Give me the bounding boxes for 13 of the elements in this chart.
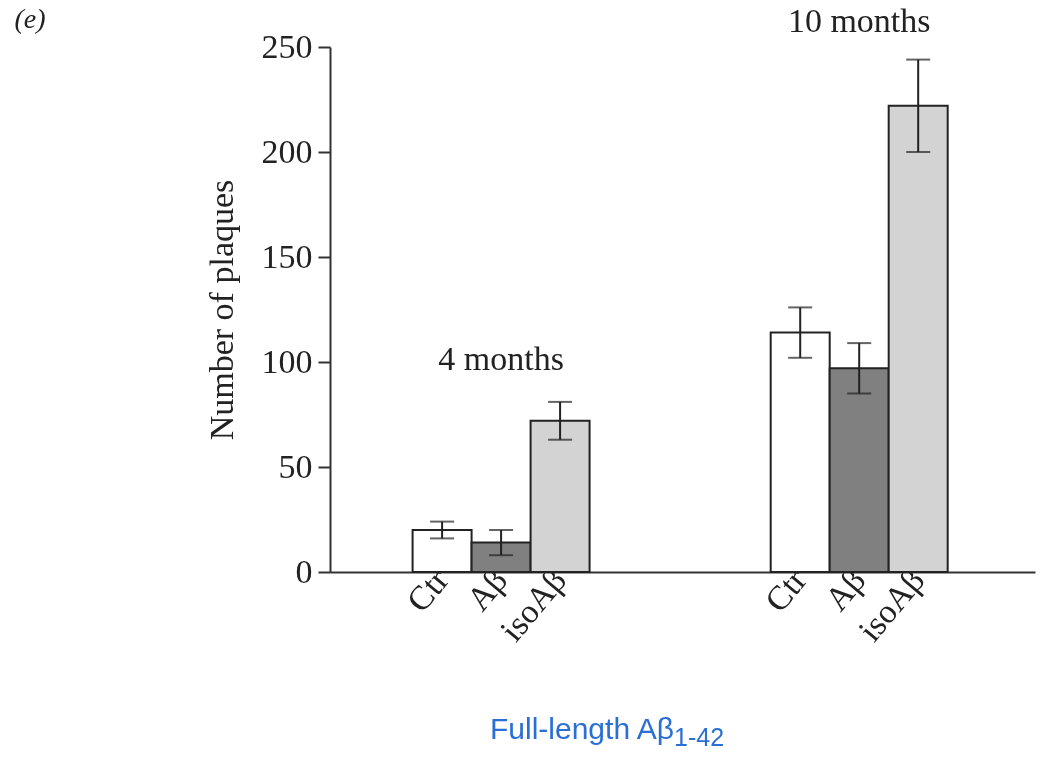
y-tick-label: 150 — [261, 237, 313, 275]
text: 10 months — [787, 2, 931, 39]
text: (e) — [14, 3, 46, 34]
x-tick-label: Ctr — [757, 561, 815, 619]
y-tick-label: 250 — [261, 27, 313, 65]
y-tick-label: 100 — [261, 342, 313, 380]
y-tick-label: 200 — [261, 132, 313, 170]
x-tick-label: Ctr — [399, 561, 457, 619]
y-axis-title: Number of plaques — [202, 179, 240, 441]
x-axis-title: Full-length Aβ$_{1-42}$ — [490, 712, 725, 752]
y-tick-label: 50 — [278, 447, 313, 485]
annotation: 4 months — [438, 340, 564, 377]
y-tick-label: 0 — [295, 552, 313, 590]
